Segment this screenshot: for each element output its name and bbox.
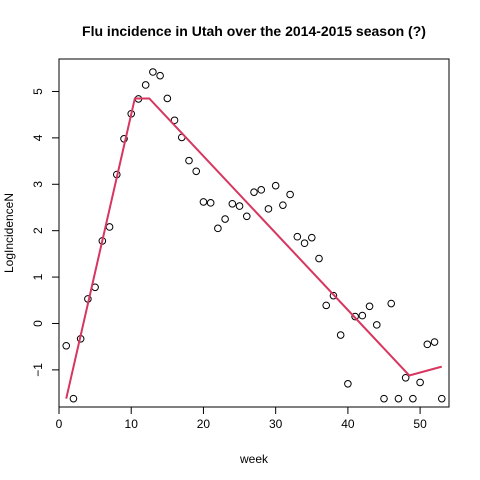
x-tick-label: 0 — [56, 417, 63, 431]
data-point — [300, 239, 309, 248]
y-tick-label: 1 — [31, 273, 45, 280]
data-point — [286, 190, 294, 199]
data-point — [221, 215, 229, 223]
data-point — [250, 188, 258, 196]
data-point — [264, 205, 273, 213]
data-point — [430, 338, 439, 346]
data-point — [358, 311, 367, 320]
data-point — [156, 71, 164, 80]
data-point — [380, 394, 388, 403]
x-axis: 0 10 20 30 40 50 — [56, 407, 427, 431]
data-point — [365, 302, 374, 311]
data-point — [228, 199, 237, 208]
x-tick-label: 20 — [197, 417, 211, 431]
data-point — [257, 186, 266, 194]
data-point — [69, 394, 78, 403]
data-point — [235, 202, 244, 210]
data-point — [315, 254, 323, 263]
x-tick-label: 40 — [341, 417, 355, 431]
x-axis-label: week — [239, 452, 269, 466]
data-point — [199, 198, 208, 206]
data-point — [163, 94, 172, 103]
chart-title: Flu incidence in Utah over the 2014-2015… — [82, 23, 426, 39]
data-points — [62, 68, 446, 403]
data-point — [214, 224, 222, 233]
data-point — [416, 378, 424, 387]
data-point — [387, 299, 396, 308]
fit-line-group — [65, 97, 443, 399]
data-point — [242, 212, 251, 221]
data-point — [192, 167, 201, 176]
y-tick-label: 2 — [31, 227, 45, 234]
data-point — [271, 181, 280, 190]
data-point — [170, 116, 179, 125]
data-point — [206, 199, 215, 207]
data-point — [329, 291, 338, 300]
data-point — [423, 340, 432, 349]
data-point — [372, 321, 381, 329]
data-point — [437, 394, 446, 403]
y-tick-label: 0 — [31, 320, 45, 327]
y-tick-label: −1 — [31, 363, 45, 377]
y-tick-label: 4 — [31, 134, 45, 141]
data-point — [344, 380, 352, 388]
x-tick-label: 10 — [125, 417, 139, 431]
data-point — [141, 81, 150, 89]
data-point — [62, 341, 71, 350]
y-axis-label: LogIncidenceN — [2, 193, 16, 273]
data-point — [307, 233, 316, 242]
y-tick-label: 5 — [31, 88, 45, 95]
data-point — [351, 312, 359, 321]
data-point — [322, 301, 331, 310]
data-point — [149, 68, 157, 76]
x-tick-label: 50 — [413, 417, 427, 431]
data-point — [293, 232, 302, 241]
plot-frame — [58, 58, 450, 408]
data-point — [409, 394, 417, 403]
data-point — [394, 394, 403, 403]
data-point — [185, 156, 193, 165]
y-axis: −1 0 1 2 3 4 5 — [31, 88, 59, 377]
data-point — [279, 201, 287, 209]
data-point — [336, 331, 345, 339]
data-point — [401, 373, 410, 382]
fit-line — [65, 97, 443, 399]
y-tick-label: 3 — [31, 181, 45, 188]
data-point — [105, 223, 114, 231]
x-tick-label: 30 — [269, 417, 283, 431]
